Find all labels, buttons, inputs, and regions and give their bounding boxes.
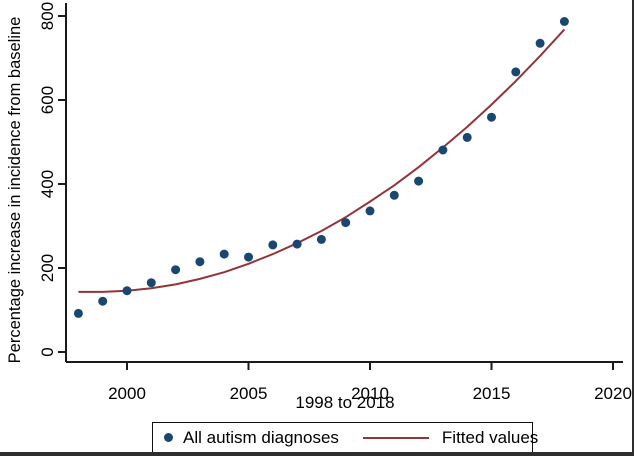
data-point	[146, 278, 156, 288]
data-point	[244, 252, 253, 262]
y-tick-label: 600	[38, 86, 57, 114]
x-axis-title: 1998 to 2018	[295, 393, 394, 412]
data-point	[316, 234, 326, 244]
legend: All autism diagnoses Fitted values	[152, 422, 538, 453]
fitted-line-icon	[362, 436, 429, 439]
y-tick-label: 0	[38, 347, 57, 356]
x-tick-label: 2010	[351, 384, 389, 403]
data-point	[438, 145, 448, 155]
x-tick-label: 2000	[108, 384, 146, 403]
data-point	[195, 257, 205, 267]
fitted-values-line	[78, 28, 566, 293]
data-point	[511, 67, 521, 77]
series-layer	[73, 17, 569, 318]
y-tick-label: 800	[38, 2, 57, 30]
data-point	[219, 249, 229, 259]
legend-label-scatter: All autism diagnoses	[183, 427, 339, 447]
x-tick-label: 2020	[594, 384, 632, 403]
data-point	[487, 112, 496, 122]
axes-layer: 0 200 400 600 800 2000 2005 2010 2015 2020	[38, 2, 632, 403]
window-edge-bottom	[0, 452, 634, 456]
data-point	[341, 218, 351, 228]
x-tick-label: 2005	[230, 384, 268, 403]
window-edge-right	[632, 0, 634, 456]
y-axis-title: Percentage increase in incidence from ba…	[6, 17, 24, 364]
data-point	[122, 286, 132, 296]
data-point	[73, 308, 83, 318]
data-point	[414, 176, 424, 186]
scatter-marker-icon	[164, 433, 173, 442]
data-point	[365, 206, 375, 216]
data-point	[268, 240, 278, 250]
legend-label-fitted: Fitted values	[441, 427, 539, 447]
data-point	[292, 239, 302, 249]
data-point	[559, 17, 569, 26]
y-tick-label: 400	[38, 170, 57, 198]
y-tick-label: 200	[38, 254, 57, 282]
x-tick-label: 2015	[473, 384, 511, 403]
data-point	[462, 132, 472, 142]
data-point	[535, 38, 545, 48]
data-point	[171, 265, 181, 275]
data-point	[98, 296, 108, 306]
data-point	[389, 190, 399, 200]
